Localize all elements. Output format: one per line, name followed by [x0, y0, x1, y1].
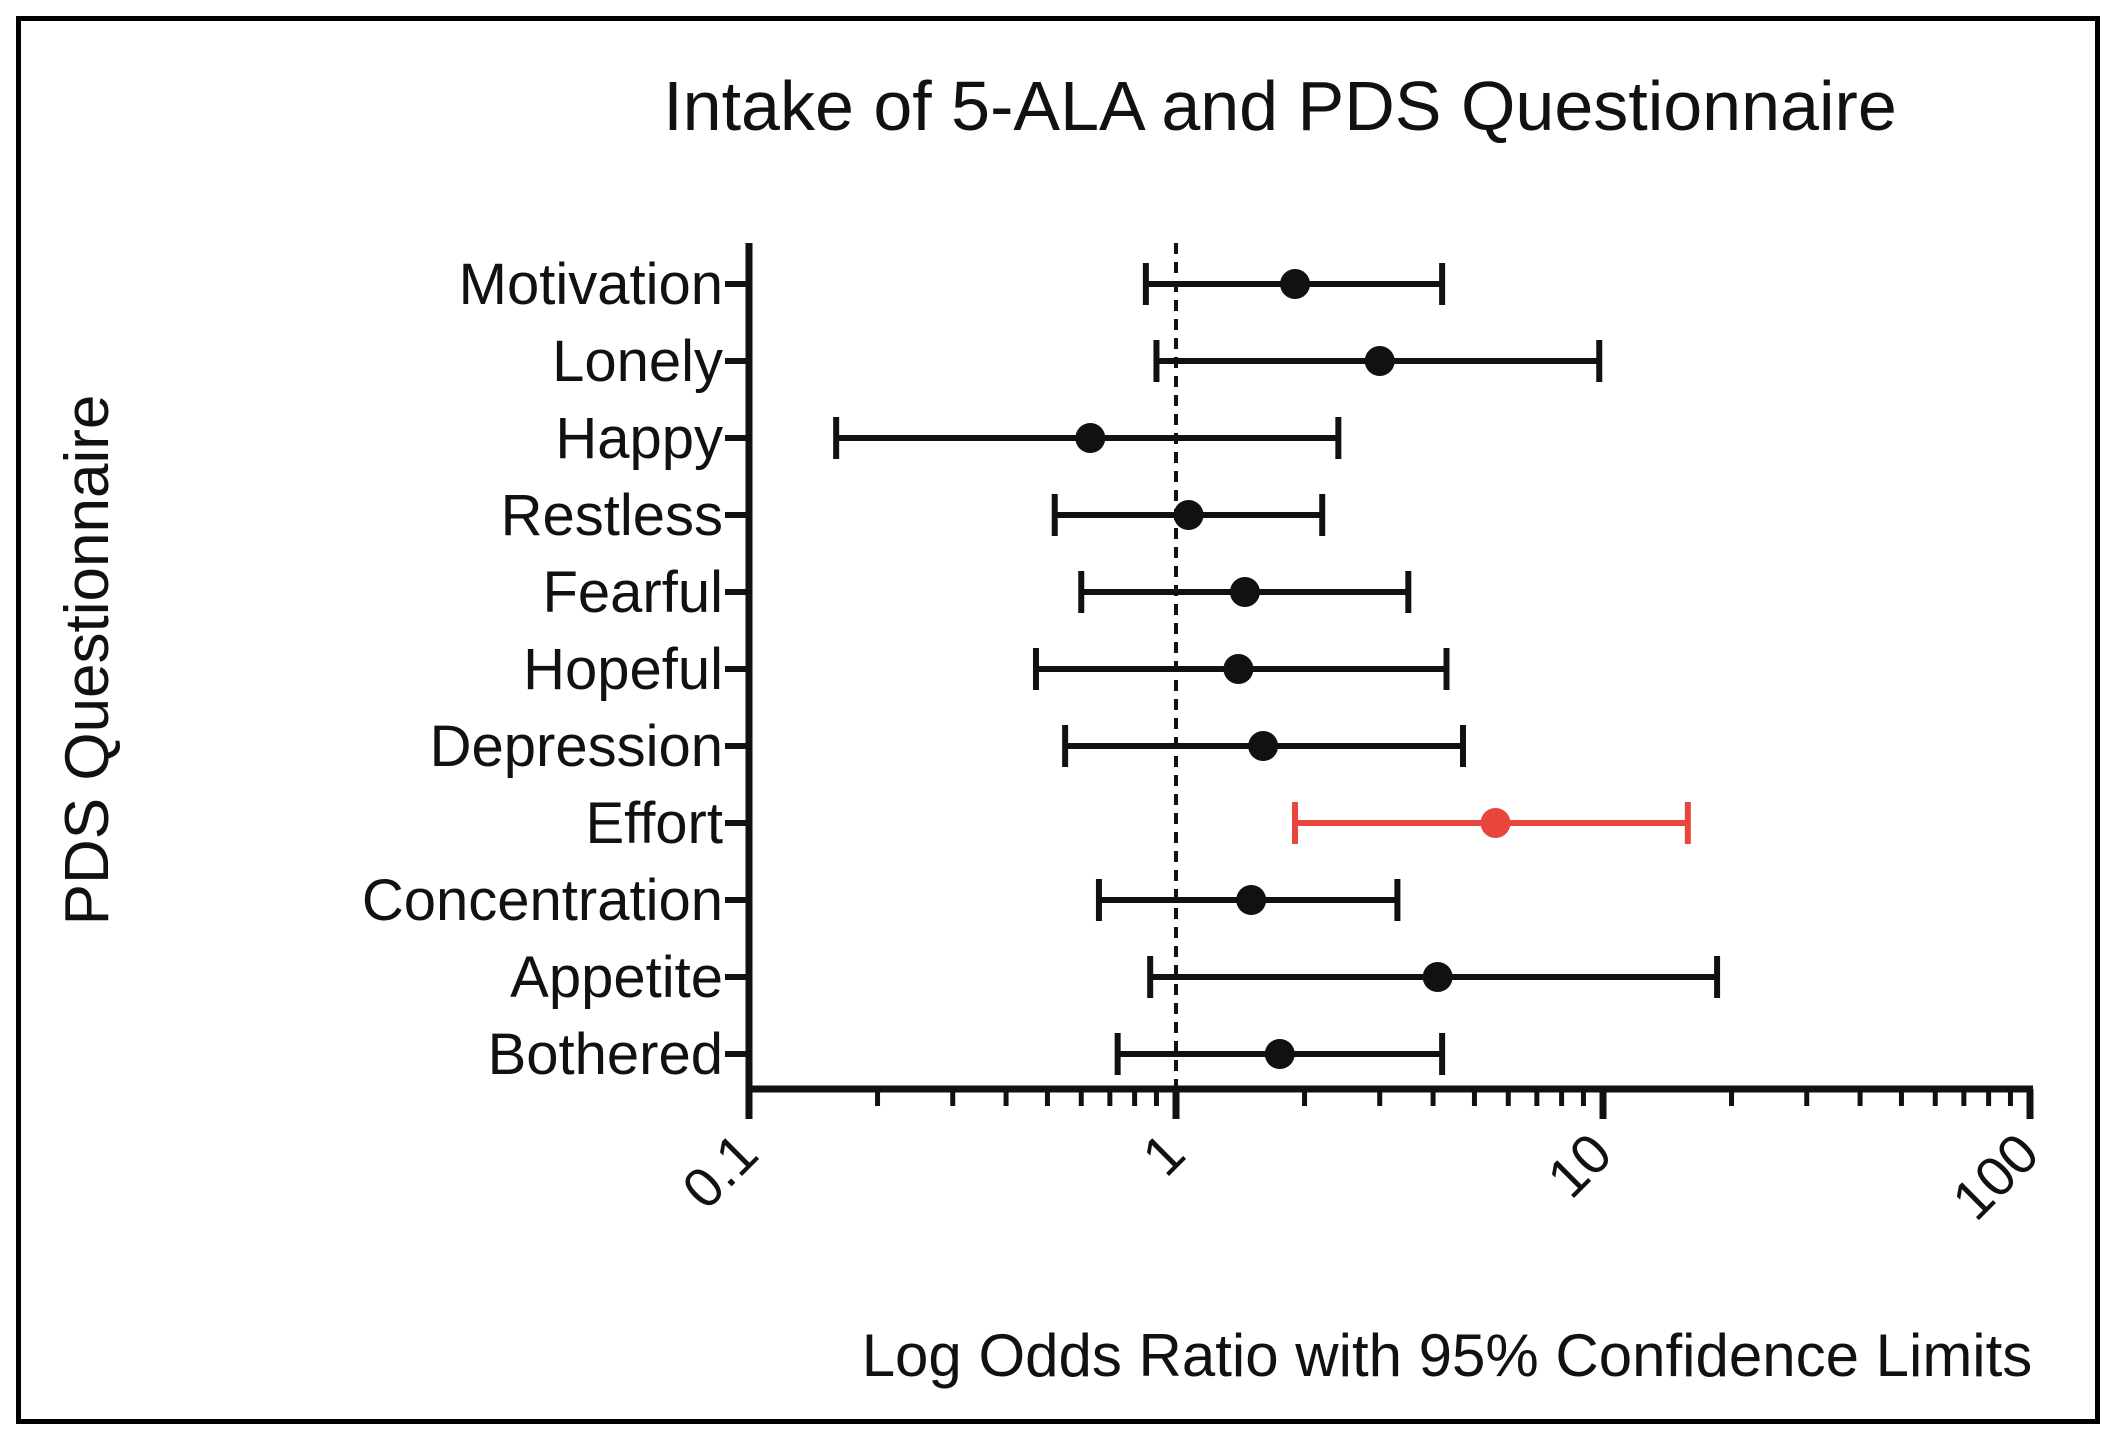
- odds-ratio-point: [1480, 808, 1511, 838]
- y-tick-label: Appetite: [510, 945, 723, 1010]
- y-tick-label: Fearful: [542, 560, 723, 625]
- y-tick-label: Restless: [501, 483, 723, 548]
- odds-ratio-point: [1223, 654, 1254, 684]
- odds-ratio-point: [1236, 885, 1267, 915]
- y-tick-label: Bothered: [488, 1022, 723, 1087]
- x-tick-label: 0.1: [670, 1121, 770, 1221]
- y-tick-label: Happy: [555, 406, 723, 471]
- y-tick-label: Depression: [430, 714, 723, 779]
- x-axis-label: Log Odds Ratio with 95% Confidence Limit…: [862, 1322, 2033, 1389]
- odds-ratio-point: [1422, 962, 1453, 992]
- odds-ratio-point: [1229, 577, 1260, 607]
- y-tick-label: Hopeful: [523, 637, 723, 702]
- x-tick-label: 1: [1130, 1121, 1197, 1188]
- odds-ratio-point: [1280, 269, 1311, 299]
- y-tick-label: Lonely: [552, 329, 723, 394]
- x-tick-label: 10: [1535, 1121, 1624, 1210]
- chart-title: Intake of 5-ALA and PDS Questionnaire: [663, 67, 1897, 145]
- y-tick-label: Concentration: [362, 868, 723, 933]
- odds-ratio-point: [1075, 423, 1106, 453]
- odds-ratio-point: [1264, 1039, 1295, 1069]
- odds-ratio-point: [1364, 346, 1395, 376]
- figure-frame: [16, 16, 2100, 1424]
- odds-ratio-point: [1173, 500, 1204, 530]
- x-tick-label: 100: [1940, 1121, 2051, 1232]
- plot-area: 0.1 1 10 100 Motivation Lonely Happy Restless Fe…: [362, 243, 2051, 1232]
- odds-ratio-point: [1248, 731, 1279, 761]
- y-tick-label: Effort: [585, 791, 723, 856]
- y-axis-label: PDS Questionnaire: [53, 395, 122, 926]
- y-tick-label: Motivation: [459, 252, 723, 317]
